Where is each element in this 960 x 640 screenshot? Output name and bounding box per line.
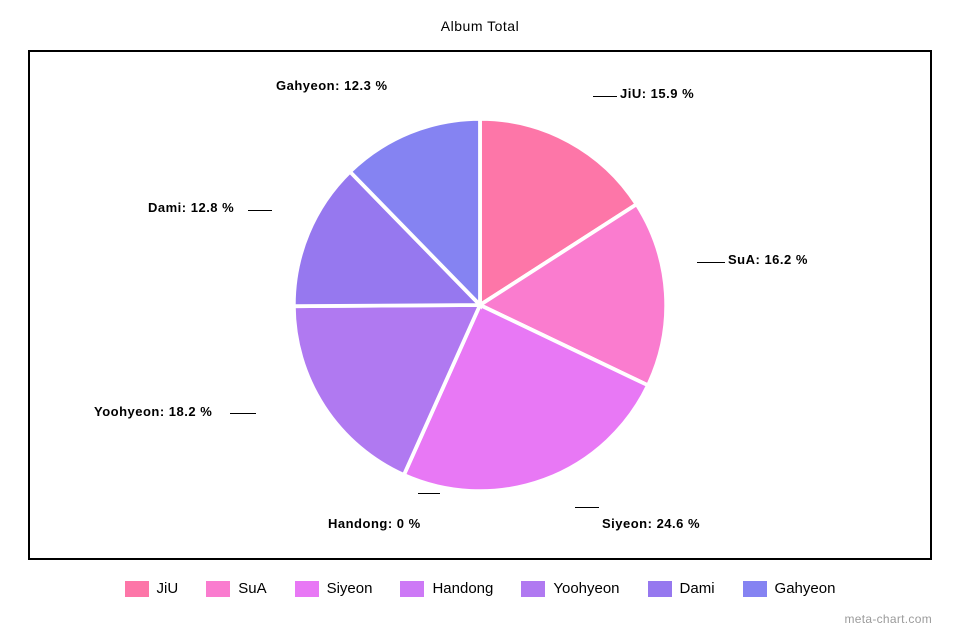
legend-swatch: [206, 581, 230, 597]
legend-swatch: [743, 581, 767, 597]
legend-label: JiU: [157, 580, 179, 597]
legend-item-siyeon: Siyeon: [295, 580, 373, 597]
leader-line: [575, 507, 599, 508]
leader-line: [697, 262, 725, 263]
legend-item-gahyeon: Gahyeon: [743, 580, 836, 597]
chart-title: Album Total: [0, 0, 960, 34]
slice-label-dami: Dami: 12.8 %: [148, 200, 234, 215]
legend-item-handong: Handong: [400, 580, 493, 597]
legend-label: Yoohyeon: [553, 580, 619, 597]
chart-frame: JiU: 15.9 % SuA: 16.2 % Siyeon: 24.6 % Hand…: [28, 50, 932, 560]
slice-label-siyeon: Siyeon: 24.6 %: [602, 516, 700, 531]
pie-svg: [290, 115, 670, 495]
legend-swatch: [295, 581, 319, 597]
legend-swatch: [648, 581, 672, 597]
leader-line: [248, 210, 272, 211]
legend-item-yoohyeon: Yoohyeon: [521, 580, 619, 597]
legend-swatch: [521, 581, 545, 597]
slice-label-gahyeon: Gahyeon: 12.3 %: [276, 78, 388, 93]
legend-item-sua: SuA: [206, 580, 266, 597]
attribution: meta-chart.com: [844, 612, 932, 626]
leader-line: [418, 493, 440, 494]
legend-item-jiu: JiU: [125, 580, 179, 597]
legend-label: SuA: [238, 580, 266, 597]
legend-swatch: [125, 581, 149, 597]
legend-label: Gahyeon: [775, 580, 836, 597]
slice-label-handong: Handong: 0 %: [328, 516, 421, 531]
legend-label: Dami: [680, 580, 715, 597]
slice-label-yoohyeon: Yoohyeon: 18.2 %: [94, 404, 212, 419]
legend: JiU SuA Siyeon Handong Yoohyeon Dami Gahyeon: [0, 580, 960, 597]
leader-line: [593, 96, 617, 97]
legend-swatch: [400, 581, 424, 597]
slice-label-sua: SuA: 16.2 %: [728, 252, 808, 267]
legend-label: Handong: [432, 580, 493, 597]
legend-label: Siyeon: [327, 580, 373, 597]
legend-item-dami: Dami: [648, 580, 715, 597]
pie-chart: [290, 115, 670, 495]
leader-line: [230, 413, 256, 414]
slice-label-jiu: JiU: 15.9 %: [620, 86, 694, 101]
